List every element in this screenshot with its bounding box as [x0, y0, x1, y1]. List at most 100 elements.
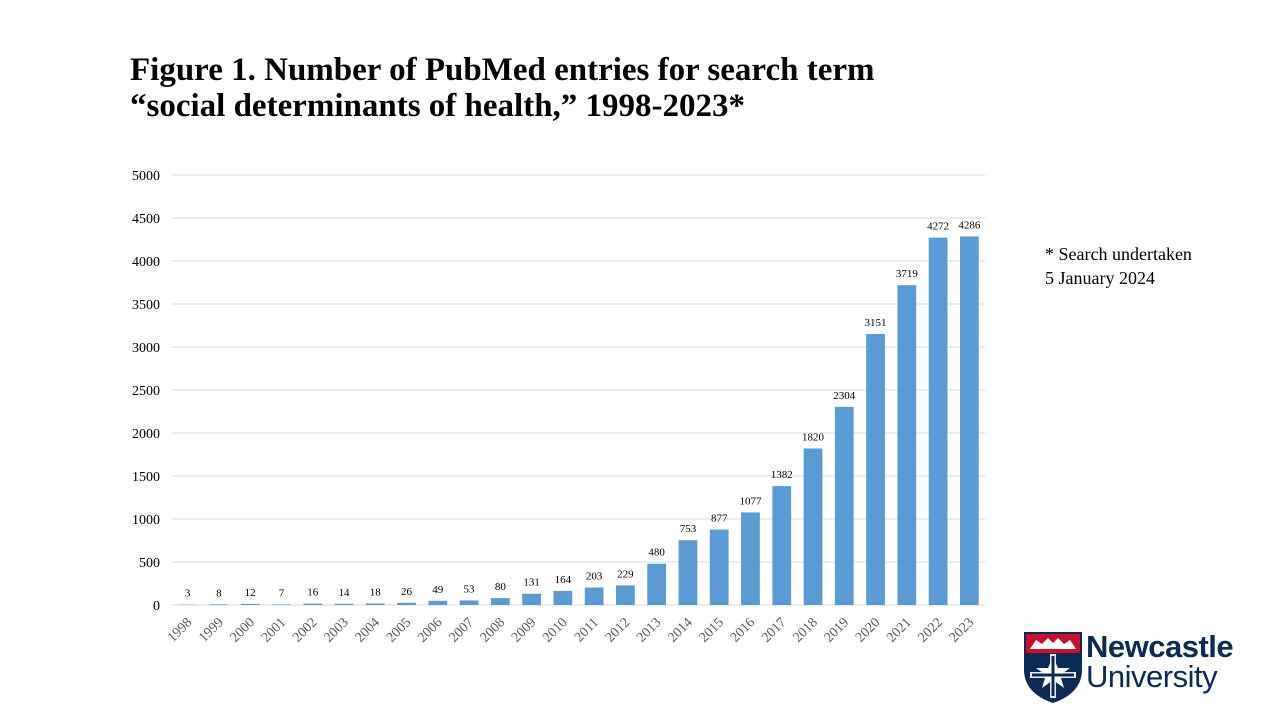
data-labels: 3 8 12 7 16 14 18 26 49 53 80 131 164 203 229 480 753 877… [185, 219, 981, 599]
x-tick-label: 1998 [165, 615, 195, 645]
bar [490, 598, 510, 605]
data-label: 18 [370, 586, 382, 598]
x-tick-label: 2008 [478, 615, 508, 645]
bar [459, 600, 479, 605]
x-tick-label: 2014 [665, 615, 695, 645]
data-label: 26 [401, 586, 413, 598]
bar [897, 285, 917, 605]
bar [959, 236, 979, 606]
logo-line2: University [1086, 659, 1218, 694]
x-tick-label: 2020 [853, 615, 883, 645]
bar [209, 604, 229, 605]
x-tick-label: 2004 [353, 615, 383, 645]
x-tick-label: 2017 [759, 615, 789, 645]
y-tick-label: 2000 [132, 427, 160, 442]
bar [553, 590, 573, 605]
data-label: 49 [432, 584, 444, 596]
y-tick-label: 4000 [132, 255, 160, 270]
bar [397, 602, 416, 605]
search-note-line1: * Search undertaken [1045, 244, 1192, 264]
data-label: 877 [711, 513, 728, 525]
x-tick-label: 2015 [697, 615, 727, 645]
x-tick-label: 2010 [540, 615, 570, 645]
bar [772, 486, 792, 605]
bar [866, 334, 885, 605]
bar [272, 604, 291, 605]
x-tick-label: 2019 [822, 615, 852, 645]
data-label: 2304 [833, 390, 856, 402]
data-label: 53 [464, 583, 476, 595]
y-tick-label: 1500 [132, 470, 160, 485]
x-tick-label: 2023 [947, 615, 977, 645]
data-label: 12 [245, 587, 256, 599]
x-tick-label: 2018 [790, 615, 820, 645]
data-label: 753 [680, 523, 697, 535]
data-label: 4272 [927, 221, 949, 233]
data-label: 1382 [771, 469, 793, 481]
data-label: 80 [495, 581, 507, 593]
y-tick-label: 1000 [132, 513, 160, 528]
x-tick-label: 2016 [728, 615, 758, 645]
x-tick-label: 2007 [446, 615, 476, 645]
data-label: 480 [648, 547, 665, 559]
data-label: 164 [555, 574, 572, 586]
y-tick-label: 3500 [132, 298, 160, 313]
data-label: 1820 [802, 431, 825, 443]
data-label: 3151 [865, 317, 887, 329]
data-label: 7 [279, 587, 285, 599]
logo-line1: Newcastle [1086, 629, 1234, 664]
data-label: 131 [523, 577, 540, 589]
logo-wordmark: Newcastle University [1086, 629, 1234, 694]
bar [834, 406, 854, 605]
chart-title-line2: “social determinants of health,” 1998-20… [130, 88, 746, 124]
bar [647, 563, 667, 605]
x-tick-label: 2003 [321, 615, 351, 645]
y-tick-label: 3000 [132, 341, 160, 356]
bar [928, 237, 948, 605]
search-note-line2: 5 January 2024 [1045, 268, 1155, 288]
bar [584, 587, 604, 605]
y-tick-label: 2500 [132, 384, 160, 399]
x-tick-label: 2009 [509, 615, 539, 645]
y-axis-ticks: 0 500 1000 1500 2000 2500 3000 3500 4000 4500 5000 [132, 169, 160, 614]
bar [334, 603, 354, 605]
bar [741, 512, 760, 605]
data-label: 203 [586, 571, 603, 583]
chart-title-line1: Figure 1. Number of PubMed entries for s… [130, 52, 875, 88]
y-tick-label: 0 [153, 599, 160, 614]
bar [616, 585, 635, 605]
chart-title: Figure 1. Number of PubMed entries for s… [130, 52, 1030, 124]
y-tick-label: 5000 [132, 169, 160, 184]
data-label: 14 [338, 587, 350, 599]
data-label: 4286 [958, 219, 981, 231]
bar [522, 593, 541, 605]
y-tick-label: 500 [139, 556, 160, 571]
x-tick-label: 2013 [634, 615, 664, 645]
bar [428, 600, 448, 605]
newcastle-university-logo: Newcastle University [1022, 630, 1252, 705]
data-label: 16 [307, 587, 319, 599]
x-tick-label: 2011 [572, 615, 602, 645]
x-tick-label: 2006 [415, 615, 445, 645]
data-label: 3 [185, 588, 191, 600]
data-label: 8 [216, 587, 222, 599]
data-label: 3719 [896, 268, 919, 280]
data-label: 1077 [739, 495, 762, 507]
bar-chart: 0 500 1000 1500 2000 2500 3000 3500 4000 4500 5000… [132, 169, 985, 646]
y-tick-label: 4500 [132, 212, 160, 227]
bar [365, 603, 385, 605]
bar [303, 603, 323, 605]
x-tick-label: 2000 [228, 615, 258, 645]
gridlines [172, 174, 985, 606]
x-tick-label: 2002 [290, 615, 320, 645]
x-tick-label: 2021 [884, 615, 914, 645]
x-tick-label: 2022 [916, 615, 946, 645]
x-axis-ticks: 1998 1999 2000 2001 2002 2003 2004 2005 2006 2007… [165, 615, 977, 645]
x-tick-label: 2001 [259, 615, 289, 645]
search-note: * Search undertaken 5 January 2024 [1045, 242, 1192, 290]
bar [709, 529, 729, 605]
x-tick-label: 2005 [384, 615, 414, 645]
bar [240, 603, 260, 605]
data-label: 229 [617, 568, 634, 580]
university-crest-icon [1024, 632, 1082, 703]
